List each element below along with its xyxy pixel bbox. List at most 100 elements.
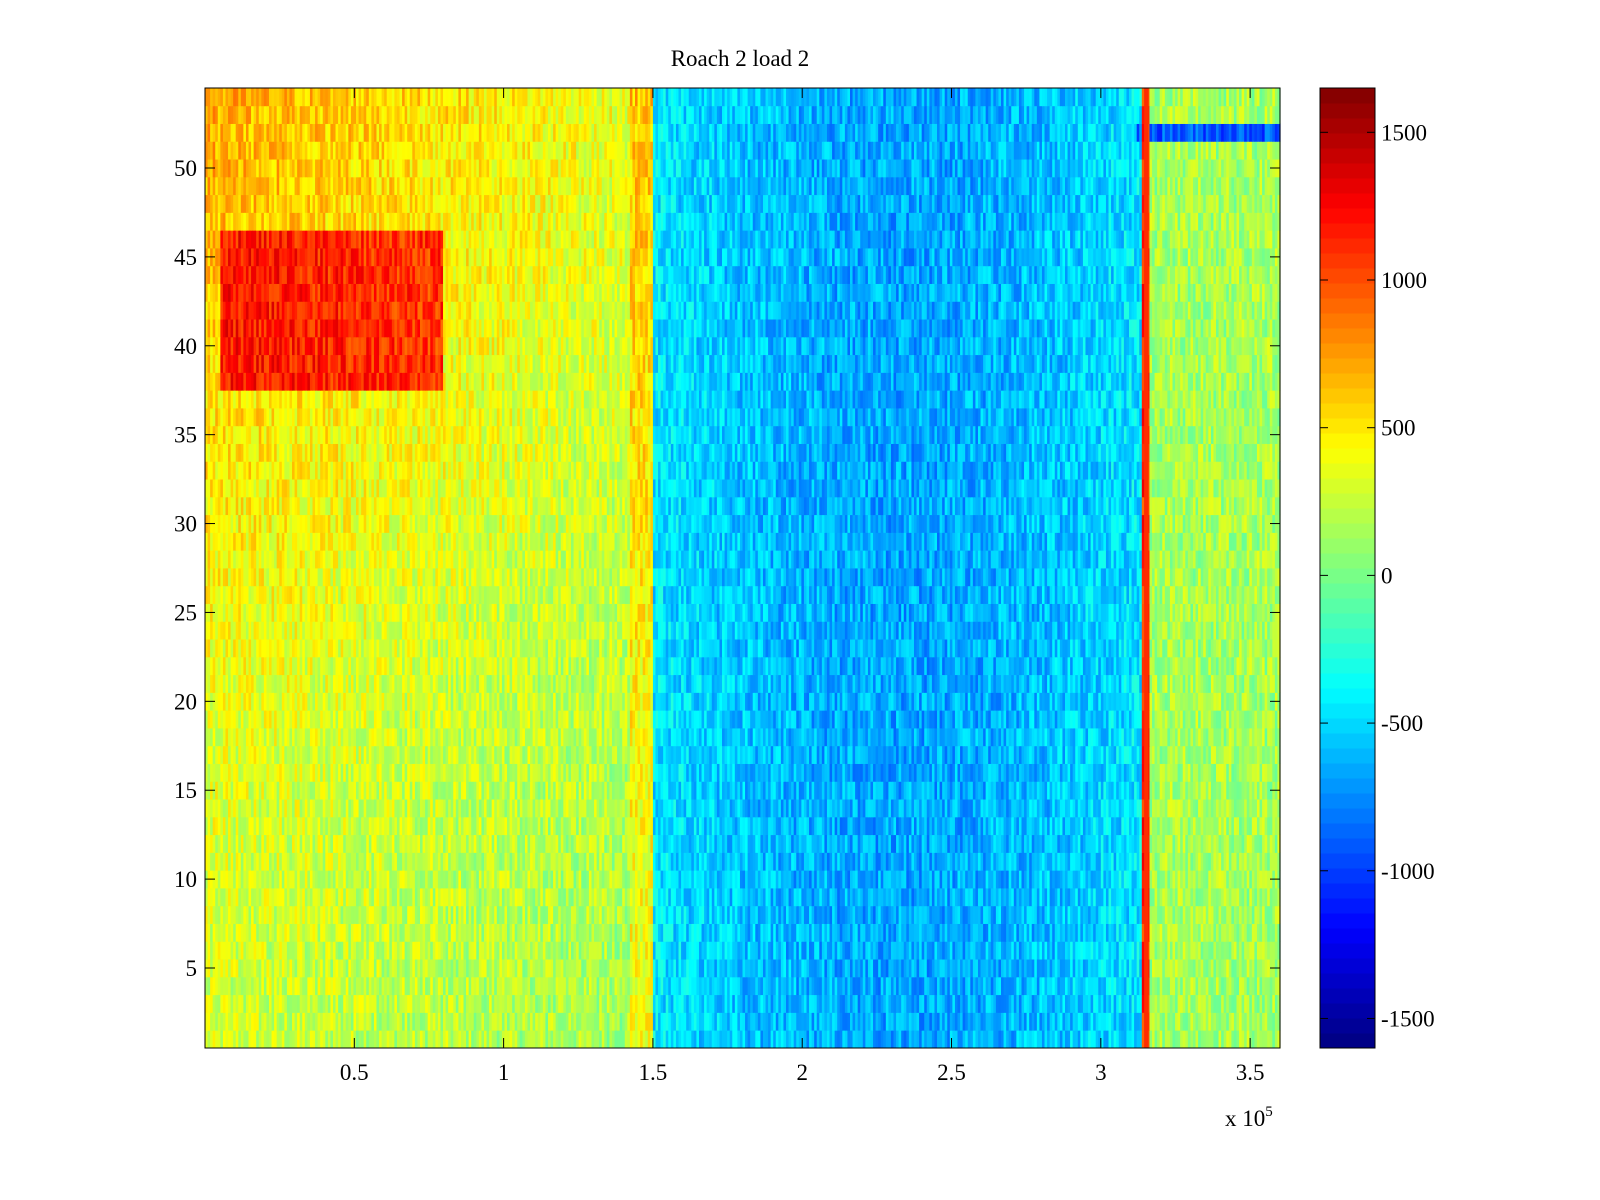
heatmap-cell <box>568 923 572 942</box>
heatmap-cell <box>1164 1030 1168 1049</box>
heatmap-cell <box>353 959 357 978</box>
heatmap-cell <box>315 941 319 960</box>
heatmap-cell <box>1228 941 1232 960</box>
heatmap-cell <box>256 994 260 1013</box>
heatmap-cell <box>1001 1012 1005 1031</box>
heatmap-cell <box>343 994 347 1013</box>
heatmap-cell <box>931 1030 936 1049</box>
heatmap-cell <box>407 941 411 960</box>
heatmap-cell <box>588 888 593 907</box>
heatmap-cell <box>228 941 232 960</box>
heatmap-cell <box>747 923 751 942</box>
heatmap-cell <box>747 959 751 978</box>
heatmap-cell <box>942 941 946 960</box>
heatmap-cell <box>888 905 892 924</box>
heatmap-cell <box>824 905 828 924</box>
heatmap-cell <box>517 1012 521 1031</box>
heatmap-cell <box>691 976 695 996</box>
heatmap-cell <box>844 905 849 924</box>
heatmap-cell <box>309 905 314 924</box>
heatmap-cell <box>545 994 549 1013</box>
heatmap-cell <box>332 905 337 924</box>
heatmap-cell <box>1080 1030 1084 1049</box>
heatmap-cell <box>345 1030 349 1049</box>
heatmap-cell <box>320 905 324 924</box>
heatmap-cell <box>1118 870 1122 889</box>
heatmap-cell <box>855 959 859 978</box>
heatmap-cell <box>268 888 273 907</box>
heatmap-cell <box>852 959 856 978</box>
heatmap-cell <box>1162 959 1166 978</box>
heatmap-cell <box>1118 1012 1122 1031</box>
heatmap-cell <box>409 888 413 907</box>
heatmap-cell <box>425 994 429 1013</box>
heatmap-cell <box>926 976 930 996</box>
heatmap-cell <box>558 905 562 924</box>
heatmap-cell <box>760 1012 764 1031</box>
heatmap-cell <box>368 1030 372 1049</box>
heatmap-cell <box>1036 905 1041 924</box>
heatmap-cell <box>1024 941 1028 960</box>
heatmap-cell <box>1103 888 1107 907</box>
heatmap-cell <box>665 976 669 996</box>
heatmap-cell <box>568 976 572 996</box>
heatmap-cell <box>591 888 595 907</box>
heatmap-cell <box>1008 1030 1012 1049</box>
heatmap-cell <box>1269 994 1273 1013</box>
heatmap-cell <box>775 1012 779 1031</box>
heatmap-cell <box>1070 905 1074 924</box>
heatmap-cell <box>939 941 943 960</box>
heatmap-cell <box>478 870 483 889</box>
heatmap-cell <box>637 941 641 960</box>
heatmap-cell <box>381 888 385 907</box>
heatmap-cell <box>381 959 385 978</box>
heatmap-cell <box>647 905 651 924</box>
heatmap-cell <box>389 1030 393 1049</box>
heatmap-cell <box>1241 905 1245 924</box>
heatmap-cell <box>1128 888 1133 907</box>
heatmap-cell <box>391 976 396 996</box>
heatmap-cell <box>404 994 408 1013</box>
heatmap-cell <box>990 1012 994 1031</box>
heatmap-cell <box>238 959 242 978</box>
heatmap-cell <box>660 1012 664 1031</box>
heatmap-cell <box>652 905 657 924</box>
heatmap-cell <box>629 888 634 907</box>
heatmap-cell <box>1198 1030 1202 1049</box>
heatmap-cell <box>553 1030 557 1049</box>
heatmap-cell <box>1029 923 1033 942</box>
heatmap-cell <box>1067 888 1071 907</box>
heatmap-cell <box>519 941 523 960</box>
heatmap-cell <box>660 941 664 960</box>
heatmap-cell <box>501 959 506 978</box>
heatmap-cell <box>524 905 529 924</box>
heatmap-cell <box>330 994 334 1013</box>
heatmap-cell <box>860 905 864 924</box>
heatmap-cell <box>842 870 846 889</box>
heatmap-cell <box>803 941 808 960</box>
heatmap-cell <box>458 923 462 942</box>
heatmap-cell <box>1277 976 1281 996</box>
heatmap-cell <box>453 1012 457 1031</box>
heatmap-cell <box>1134 959 1138 978</box>
heatmap-cell <box>1141 1030 1145 1049</box>
heatmap-cell <box>228 994 232 1013</box>
heatmap-cell <box>302 870 306 889</box>
heatmap-cell <box>926 959 930 978</box>
heatmap-cell <box>875 1012 879 1031</box>
heatmap-cell <box>394 941 398 960</box>
heatmap-cell <box>332 976 337 996</box>
heatmap-cell <box>381 941 385 960</box>
heatmap-cell <box>1067 905 1071 924</box>
heatmap-cell <box>829 905 833 924</box>
heatmap-cell <box>292 1012 296 1031</box>
heatmap-cell <box>1249 1030 1253 1049</box>
heatmap-cell <box>1208 923 1212 942</box>
heatmap-cell <box>274 905 278 924</box>
heatmap-cell <box>893 941 897 960</box>
heatmap-cell <box>916 870 920 889</box>
heatmap-cell <box>788 888 792 907</box>
heatmap-cell <box>432 1030 436 1049</box>
heatmap-cell <box>952 941 956 960</box>
heatmap-cell <box>926 923 930 942</box>
